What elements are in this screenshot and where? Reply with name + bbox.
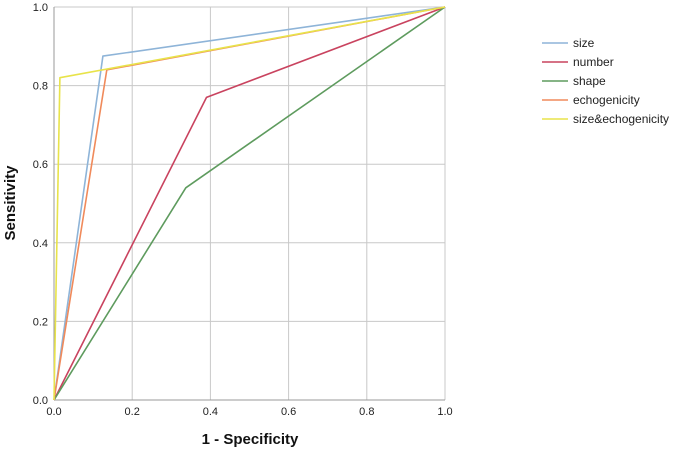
legend-label-echogenicity: echogenicity	[573, 93, 640, 107]
x-tick-label: 0.0	[46, 406, 61, 418]
legend-label-size-echogenicity: size&echogenicity	[573, 112, 669, 126]
series-line-echogenicity	[53, 6, 446, 401]
legend: size number shape echogenicity size&echogeni…	[542, 36, 669, 126]
x-axis-title: 1 - Specificity	[202, 431, 299, 448]
x-tick-label: 0.2	[125, 406, 140, 418]
y-tick-label: 0.2	[33, 316, 48, 328]
x-axis-ticks: 0.0 0.2 0.4 0.6 0.8 1.0	[46, 406, 452, 418]
legend-label-number: number	[573, 55, 614, 69]
x-tick-label: 0.6	[281, 406, 296, 418]
legend-label-shape: shape	[573, 74, 606, 88]
y-tick-label: 0.8	[33, 81, 48, 93]
x-tick-label: 1.0	[437, 406, 452, 418]
y-tick-label: 0.0	[33, 395, 48, 407]
y-tick-label: 1.0	[33, 2, 48, 14]
series-lines	[53, 6, 446, 401]
grid-lines	[53, 6, 446, 401]
y-axis-title: Sensitivity	[2, 165, 19, 241]
x-tick-label: 0.4	[203, 406, 218, 418]
series-line-size	[53, 6, 446, 401]
y-tick-label: 0.4	[33, 238, 48, 250]
legend-label-size: size	[573, 36, 595, 50]
y-axis-ticks: 0.0 0.2 0.4 0.6 0.8 1.0	[33, 2, 48, 407]
series-line-shape	[53, 6, 446, 401]
x-tick-label: 0.8	[359, 406, 374, 418]
series-line-size-echogenicity	[53, 6, 446, 401]
y-tick-label: 0.6	[33, 159, 48, 171]
series-line-number	[53, 6, 446, 401]
